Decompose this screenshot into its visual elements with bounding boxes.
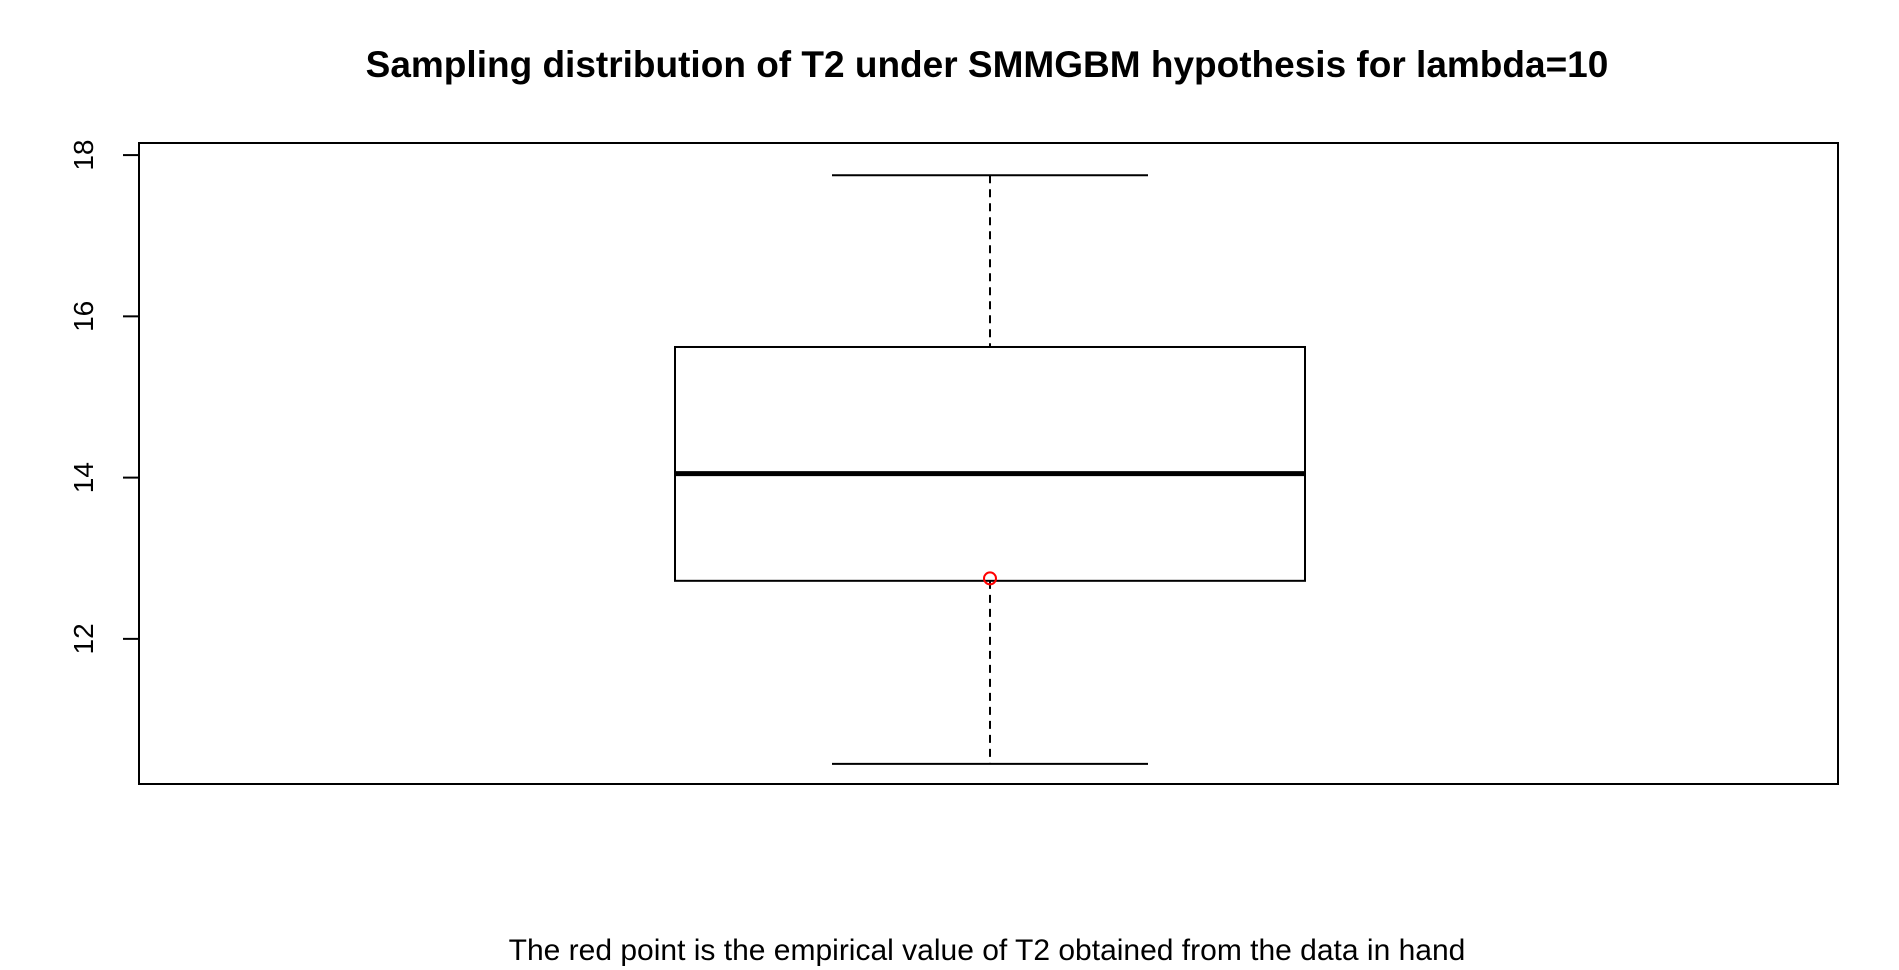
plot-frame: [138, 142, 1839, 785]
y-axis: 12 14 16 18: [68, 140, 140, 654]
x-axis-label: The red point is the empirical value of …: [509, 934, 1466, 967]
y-tick-label: 16: [68, 301, 99, 332]
chart-title: Sampling distribution of T2 under SMMGBM…: [366, 44, 1609, 85]
y-tick-label: 18: [68, 140, 99, 171]
y-tick-label: 12: [68, 623, 99, 654]
empirical-value-point: [983, 571, 997, 586]
interquartile-box: [674, 345, 1306, 582]
y-tick-label: 14: [68, 462, 99, 493]
box-plot: [674, 174, 1306, 765]
